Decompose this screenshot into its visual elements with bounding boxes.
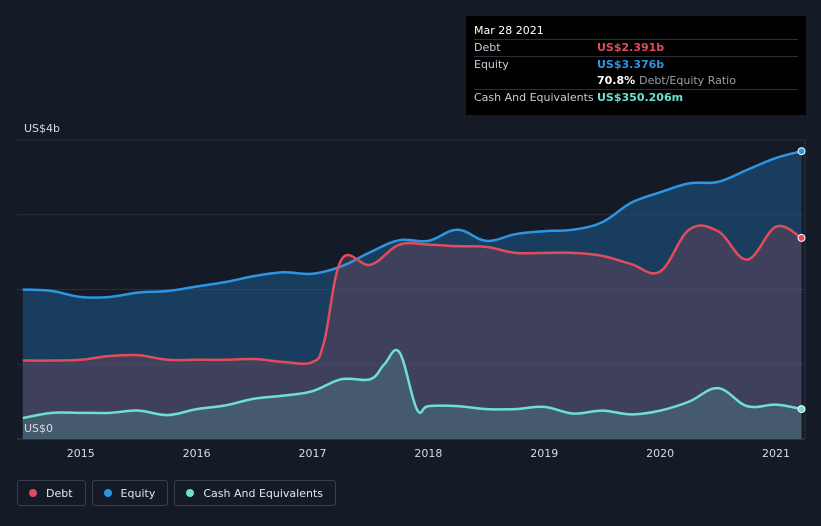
tooltip-label: Cash And Equivalents xyxy=(474,91,594,104)
debt-endpoint xyxy=(797,233,806,242)
series-lines xyxy=(22,150,803,420)
tooltip-label: Equity xyxy=(474,58,509,71)
debt-dot-icon xyxy=(29,489,37,497)
x-tick-label: 2015 xyxy=(67,447,95,460)
equity-area xyxy=(22,151,802,439)
chart-legend: Debt Equity Cash And Equivalents xyxy=(17,480,336,506)
legend-label: Equity xyxy=(120,486,156,500)
x-axis-ticks: 2015 2016 2017 2018 2019 2020 2021 xyxy=(67,447,790,460)
series-endpoints xyxy=(797,147,806,414)
legend-label: Debt xyxy=(46,486,73,500)
legend-label: Cash And Equivalents xyxy=(203,486,323,500)
tooltip-label: Debt xyxy=(474,41,501,54)
x-tick-label: 2018 xyxy=(414,447,442,460)
legend-item-debt[interactable]: Debt xyxy=(17,480,86,506)
equity-line xyxy=(22,150,802,299)
y-axis-top-label: US$4b xyxy=(24,122,60,135)
tooltip-value: US$3.376b xyxy=(597,58,665,71)
debt-line xyxy=(22,224,803,365)
tooltip-label xyxy=(474,73,597,89)
tooltip-row-equity: Equity US$3.376b xyxy=(474,56,798,73)
cash-and-equivalents-line xyxy=(22,348,802,420)
tooltip-row-cash: Cash And Equivalents US$350.206m xyxy=(474,89,798,106)
debt-area xyxy=(22,225,802,439)
x-tick-label: 2019 xyxy=(530,447,558,460)
x-tick-label: 2021 xyxy=(762,447,790,460)
legend-item-equity[interactable]: Equity xyxy=(91,480,169,506)
cash-dot-icon xyxy=(186,489,195,497)
series-areas xyxy=(22,151,802,439)
tooltip-value: US$350.206m xyxy=(597,91,684,104)
cash-and-equivalents-endpoint xyxy=(797,405,806,414)
x-tick-label: 2017 xyxy=(299,447,327,460)
y-axis-bottom-label: US$0 xyxy=(24,422,53,435)
legend-item-cash[interactable]: Cash And Equivalents xyxy=(174,480,336,506)
tooltip-value: US$2.391b xyxy=(597,41,665,54)
cash-and-equivalents-area xyxy=(22,349,802,439)
equity-dot-icon xyxy=(103,489,112,497)
tooltip-value: 70.8% xyxy=(597,74,636,87)
x-tick-label: 2020 xyxy=(646,447,674,460)
tooltip-row-debt: Debt US$2.391b xyxy=(474,39,798,56)
tooltip-row-ratio: 70.8% Debt/Equity Ratio xyxy=(474,73,798,89)
tooltip-date: Mar 28 2021 xyxy=(474,24,544,37)
x-tick-label: 2016 xyxy=(183,447,211,460)
tooltip-ratio-label: Debt/Equity Ratio xyxy=(639,74,736,87)
equity-endpoint xyxy=(797,147,806,156)
hover-tooltip: Mar 28 2021 Debt US$2.391b Equity US$3.3… xyxy=(466,16,806,115)
